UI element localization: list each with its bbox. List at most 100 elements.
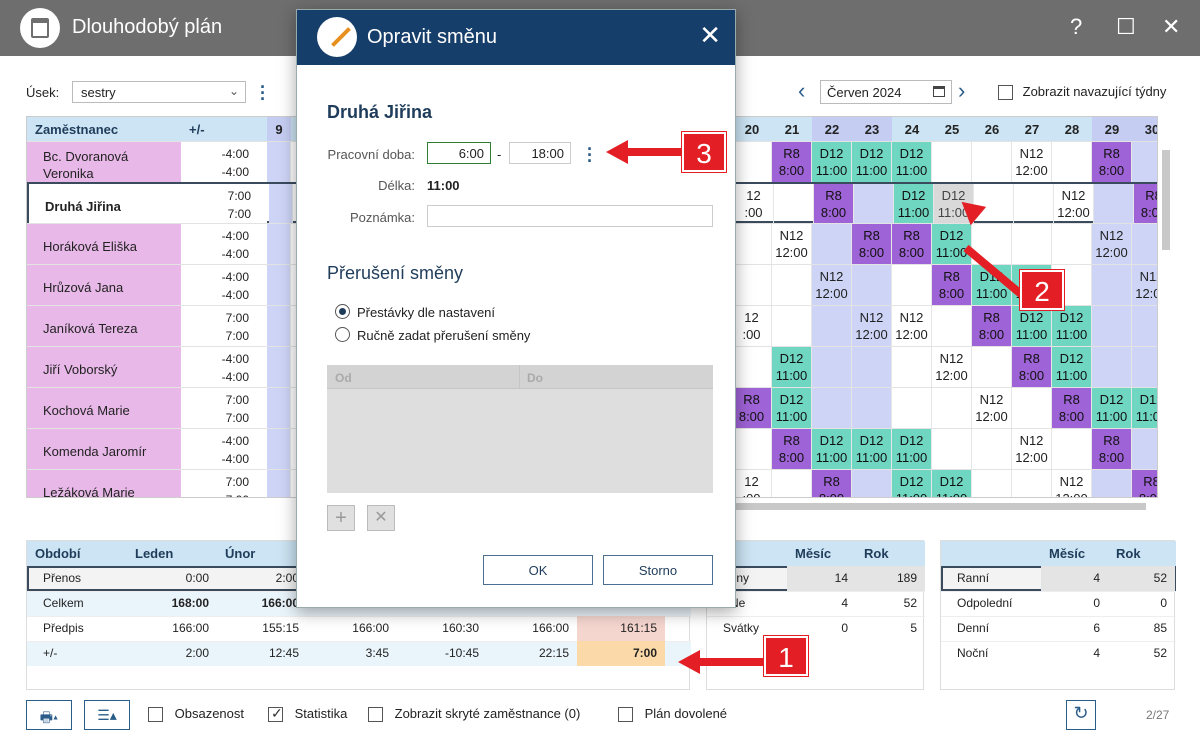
shift-cell[interactable] (972, 470, 1012, 497)
obsazenost-toggle[interactable]: Obsazenost (148, 706, 244, 723)
employee-name[interactable]: Kochová Marie (27, 388, 181, 429)
time-to-input[interactable]: 18:00 (509, 142, 571, 164)
shift-cell[interactable] (1012, 224, 1052, 264)
shift-cell[interactable] (1094, 184, 1134, 224)
shift-cell[interactable] (1092, 470, 1132, 497)
following-weeks-toggle[interactable]: Zobrazit navazující týdny (998, 84, 1166, 101)
shift-cell[interactable] (267, 388, 291, 428)
employee-name[interactable]: Druhá Jiřina (29, 184, 183, 225)
shift-cell[interactable] (267, 470, 291, 497)
shift-cell[interactable] (932, 429, 972, 469)
shift-cell[interactable] (812, 224, 852, 264)
shift-cell[interactable] (1132, 347, 1157, 387)
shift-cell[interactable] (1014, 184, 1054, 224)
shift-cell[interactable] (267, 265, 291, 305)
shift-cell[interactable] (932, 388, 972, 428)
remove-break-icon[interactable]: ✕ (367, 505, 395, 531)
shift-cell[interactable] (1132, 224, 1157, 264)
shift-cell[interactable] (852, 470, 892, 497)
grid-horizontal-scrollbar[interactable] (26, 500, 1158, 512)
shift-cell[interactable] (1092, 265, 1132, 305)
employee-row[interactable]: Kochová Marie 7:00 7:00 R8 8:00 D12 11:00 N12 12… (27, 387, 1157, 429)
shift-cell[interactable] (732, 224, 772, 264)
time-from-input[interactable]: 6:00 (427, 142, 491, 164)
shift-cell[interactable] (732, 429, 772, 469)
shift-cell[interactable] (267, 142, 291, 182)
cancel-button[interactable]: Storno (603, 555, 713, 585)
shift-cell[interactable] (267, 306, 291, 346)
employee-row[interactable]: Jiří Voborský -4:00 -4:00 D12 11:00 N12 12:00 R… (27, 346, 1157, 388)
shift-cell[interactable] (852, 265, 892, 305)
shift-cell[interactable] (1132, 306, 1157, 346)
employee-row[interactable]: Bc. Dvoranová Veronika -4:00 -4:00 R8 8:00 D1… (27, 141, 1157, 183)
radio-default-breaks[interactable] (335, 304, 350, 319)
employee-row[interactable]: Horáková Eliška -4:00 -4:00 N12 12:00 R8 8:00 R… (27, 223, 1157, 265)
help-button[interactable]: ? (1070, 14, 1083, 39)
usek-select[interactable]: sestry ⌄ (72, 81, 246, 103)
employee-name[interactable]: Hrůzová Jana (27, 265, 181, 306)
close-button[interactable]: ✕ (1162, 14, 1181, 39)
grid-vertical-scrollbar[interactable] (1160, 140, 1172, 496)
shift-cell[interactable] (892, 347, 932, 387)
shift-cell[interactable] (732, 347, 772, 387)
dialog-close-icon[interactable]: ✕ (699, 20, 721, 50)
shift-cell[interactable] (772, 306, 812, 346)
obsazenost-checkbox[interactable] (148, 707, 163, 723)
shift-cell[interactable] (772, 265, 812, 305)
shift-cell[interactable] (267, 224, 291, 264)
shift-cell[interactable] (1092, 306, 1132, 346)
shift-cell[interactable] (972, 224, 1012, 264)
shift-cell[interactable] (1052, 265, 1092, 305)
print-button[interactable]: 🖶▴ (26, 700, 72, 730)
shift-cell[interactable] (269, 184, 293, 224)
usek-menu-icon[interactable]: · · · (260, 77, 266, 109)
shift-cell[interactable] (972, 347, 1012, 387)
prev-month-button[interactable]: ‹ (798, 78, 806, 103)
employee-name[interactable]: Ležáková Marie (27, 470, 181, 497)
shift-cell[interactable] (1052, 142, 1092, 182)
radio-manual-breaks[interactable] (335, 327, 350, 342)
shift-cell[interactable]: R88:00 (812, 470, 852, 497)
employee-name[interactable]: Jiří Voborský (27, 347, 181, 388)
vacation-plan-toggle[interactable]: Plán dovolené (618, 706, 727, 723)
shift-cell[interactable] (852, 388, 892, 428)
ok-button[interactable]: OK (483, 555, 593, 585)
employee-row[interactable]: Janíková Tereza 7:00 7:00 12:00 N12 12:00 N12 1… (27, 305, 1157, 347)
shift-cell[interactable] (892, 265, 932, 305)
shift-cell[interactable] (1092, 347, 1132, 387)
maximize-button[interactable]: ☐ (1116, 14, 1136, 39)
shift-cell[interactable] (1052, 429, 1092, 469)
shift-cell[interactable] (974, 184, 1014, 224)
shift-cell[interactable]: 12:00 (732, 306, 772, 346)
employee-row[interactable]: Komenda Jaromír -4:00 -4:00 R8 8:00 D12 11:00 D… (27, 428, 1157, 470)
vacation-plan-checkbox[interactable] (618, 707, 633, 723)
shift-cell[interactable] (1012, 388, 1052, 428)
shift-cell[interactable]: R88:00 (1132, 470, 1157, 497)
shift-cell[interactable] (812, 347, 852, 387)
